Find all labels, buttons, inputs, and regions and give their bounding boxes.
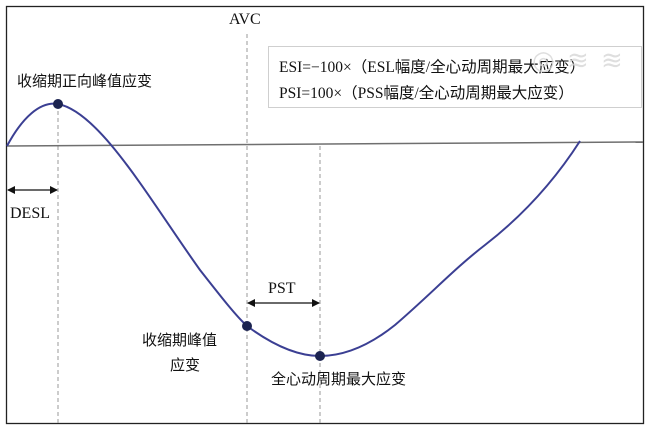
strain-curve — [6, 102, 581, 358]
early-peak-marker — [53, 99, 63, 109]
watermark-logo: ◎ ≋ ≋ — [532, 46, 625, 76]
global-peak-marker — [315, 351, 325, 361]
systolic-peak-label-line2: 应变 — [170, 356, 201, 374]
psi-formula: PSI=100×（PSS幅度/全心动周期最大应变） — [279, 85, 574, 102]
early-peak-label: 收缩期正向峰值应变 — [17, 72, 153, 90]
global-peak-label: 全心动周期最大应变 — [271, 370, 407, 388]
figure-frame — [5, 5, 645, 425]
formula-legend-box: ESI=−100×（ESL幅度/全心动周期最大应变） PSI=100×（PSS幅… — [268, 46, 642, 108]
avc-strain-marker — [242, 321, 252, 331]
systolic-peak-label-line1: 收缩期峰值 — [142, 331, 218, 349]
desl-label: DESL — [10, 205, 50, 222]
avc-label: AVC — [229, 11, 261, 28]
pst-label: PST — [268, 280, 296, 297]
zero-baseline — [6, 141, 644, 147]
esi-formula: ESI=−100×（ESL幅度/全心动周期最大应变） — [279, 59, 586, 76]
